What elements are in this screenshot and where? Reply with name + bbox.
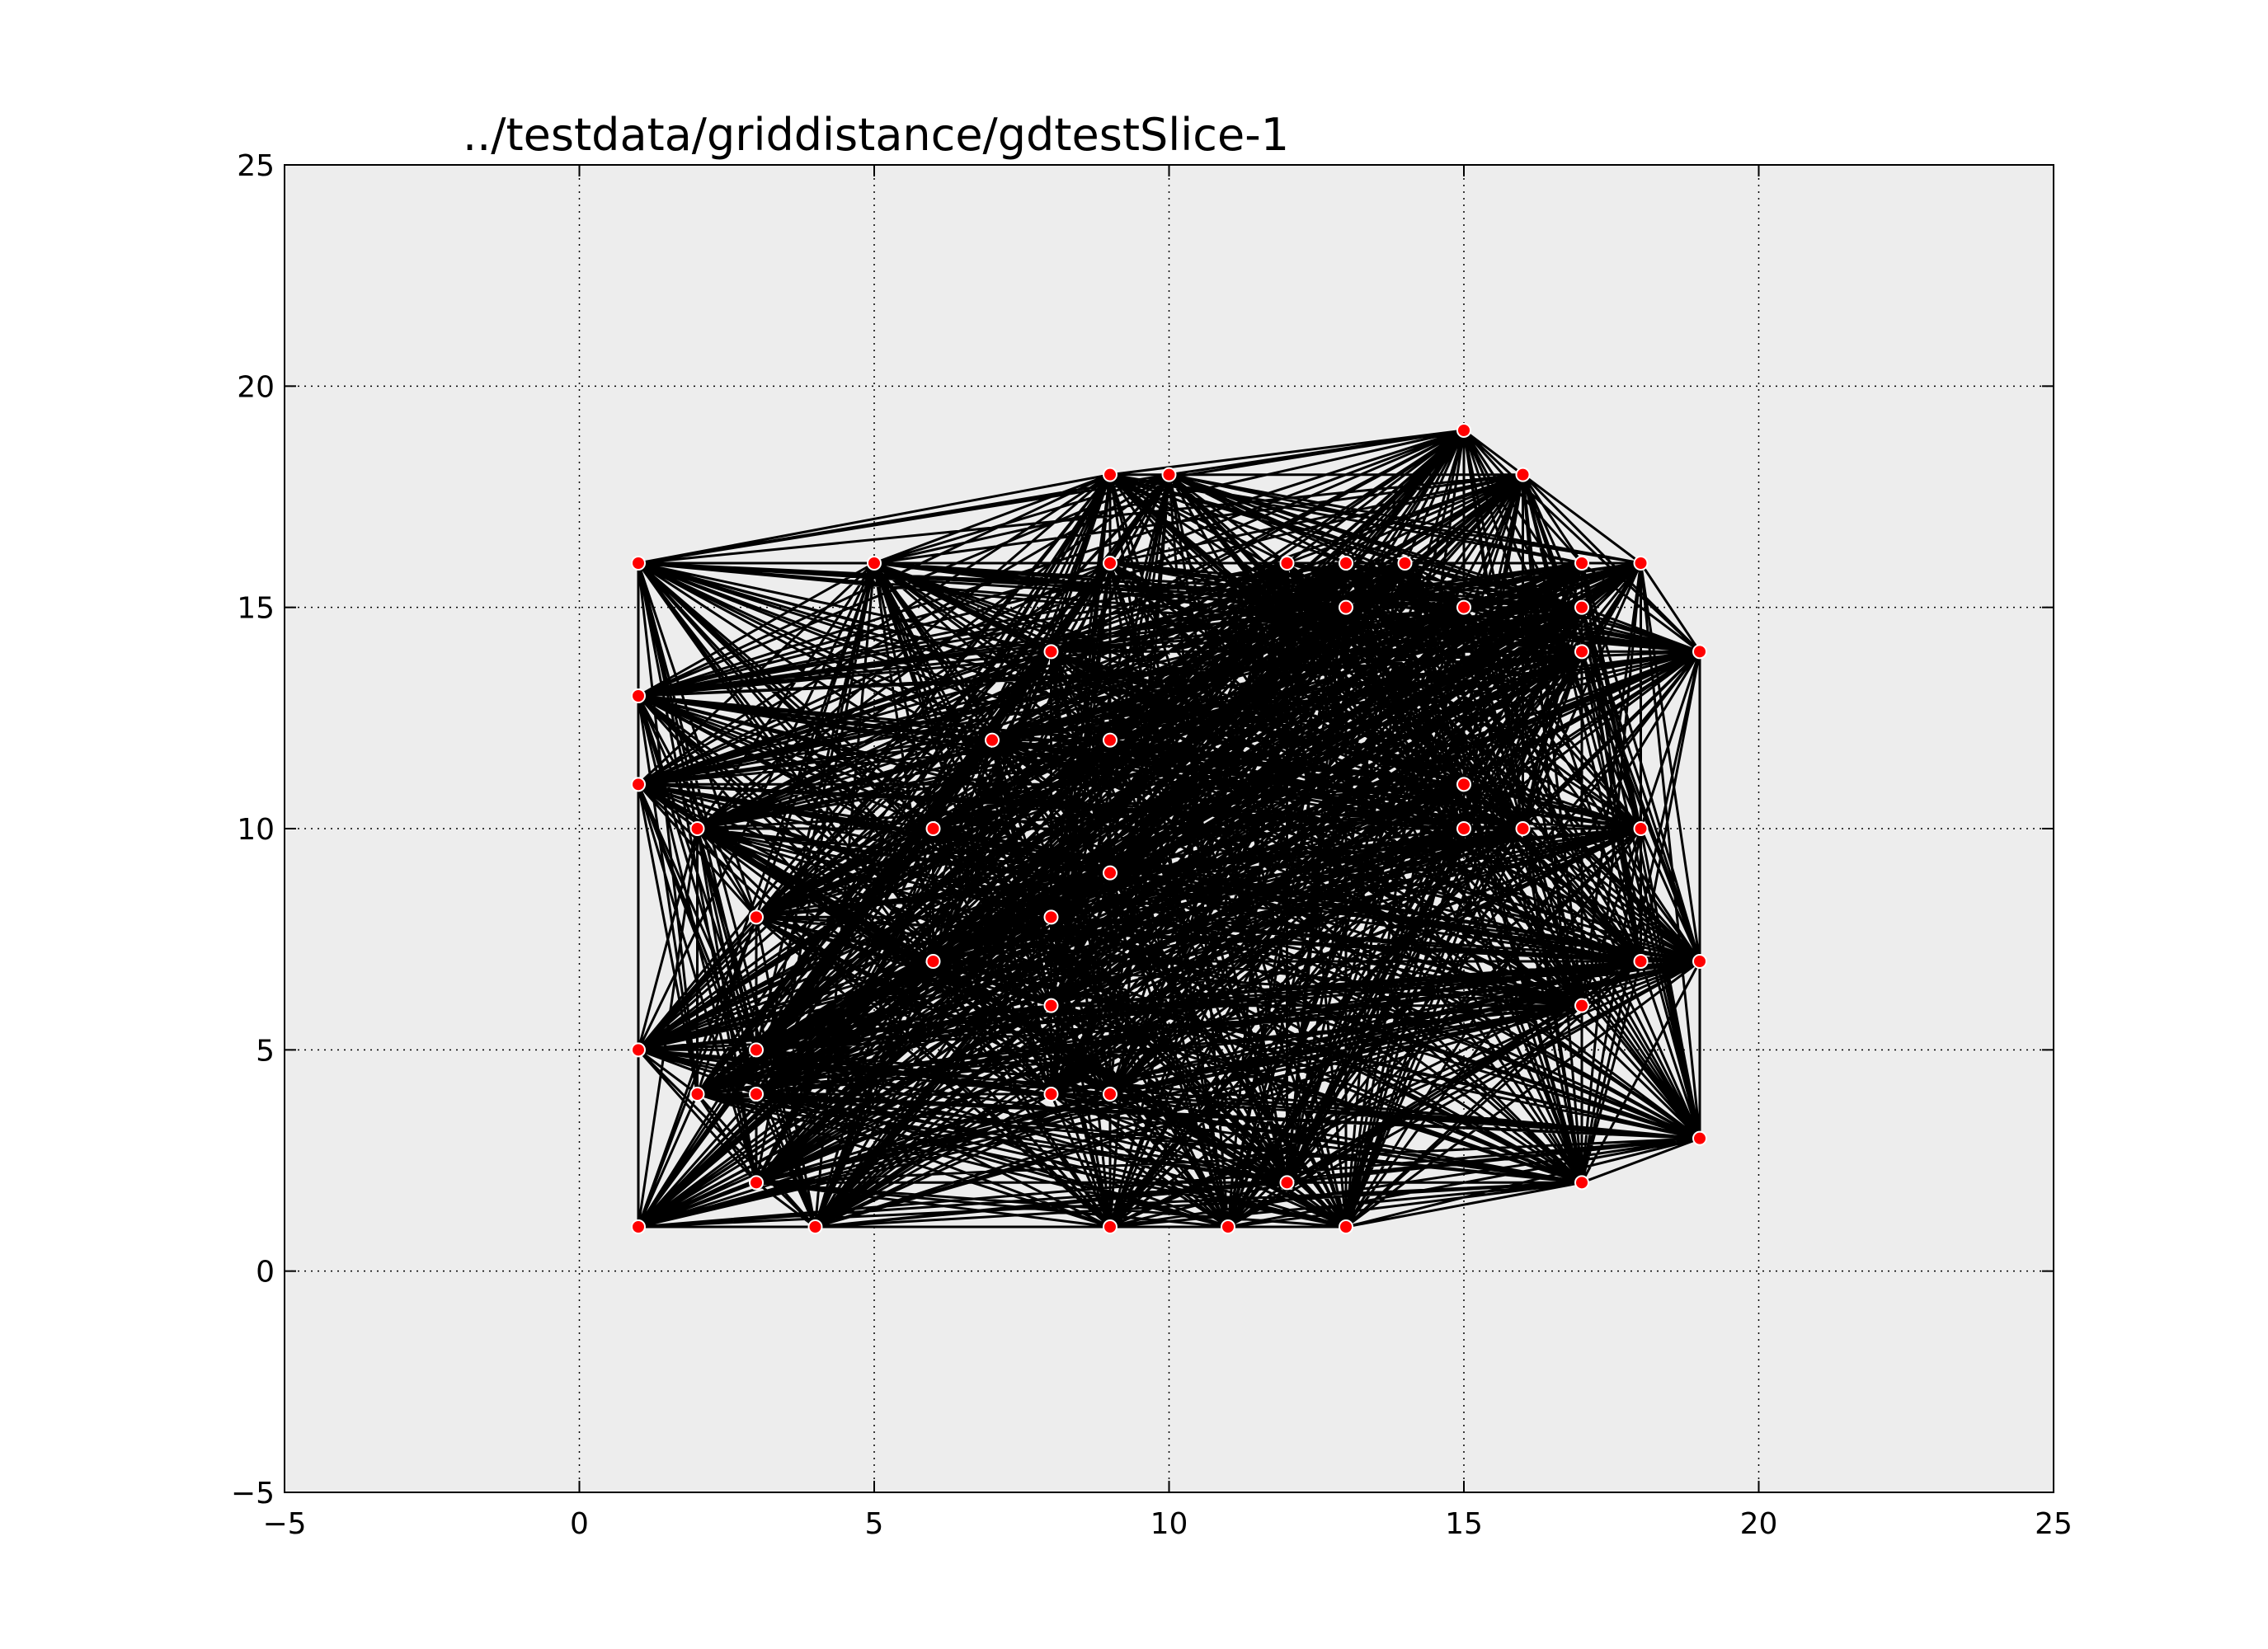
data-point xyxy=(1221,1219,1235,1234)
data-point xyxy=(1633,954,1649,969)
data-point xyxy=(1043,998,1059,1013)
data-point xyxy=(1456,599,1471,615)
data-point xyxy=(1043,1087,1059,1102)
data-point xyxy=(1043,909,1059,925)
data-point xyxy=(1456,821,1471,836)
data-point xyxy=(1574,998,1589,1013)
data-point xyxy=(1103,732,1118,748)
data-point xyxy=(1279,556,1295,571)
x-tick-label: 15 xyxy=(1445,1507,1483,1541)
data-point xyxy=(1339,1219,1353,1234)
data-point xyxy=(1574,599,1589,615)
data-point xyxy=(631,556,646,571)
y-tick-label: 0 xyxy=(256,1256,275,1290)
data-point xyxy=(1692,1130,1707,1146)
data-point xyxy=(807,1219,823,1234)
y-tick-label: 15 xyxy=(237,592,275,626)
data-point xyxy=(1103,865,1118,881)
y-tick-label: 5 xyxy=(256,1034,275,1068)
data-point xyxy=(985,732,1000,748)
data-point xyxy=(1397,556,1413,571)
data-point xyxy=(1103,467,1118,482)
data-point xyxy=(1692,644,1707,660)
y-tick-label: 20 xyxy=(237,370,275,404)
data-point xyxy=(1515,467,1531,482)
data-point xyxy=(631,1042,646,1058)
x-tick-label: 5 xyxy=(865,1507,884,1541)
data-point xyxy=(1456,423,1471,438)
data-point xyxy=(631,688,646,703)
data-point xyxy=(689,821,705,836)
data-point xyxy=(1574,1175,1589,1191)
x-tick-label: 0 xyxy=(570,1507,589,1541)
y-tick-label: −5 xyxy=(231,1477,275,1510)
x-tick-label: −5 xyxy=(262,1507,306,1541)
y-tick-label: 10 xyxy=(237,813,275,847)
data-point xyxy=(1574,556,1589,571)
x-tick-label: 10 xyxy=(1150,1507,1188,1541)
data-point xyxy=(749,1087,764,1102)
data-point xyxy=(1161,467,1177,482)
data-point xyxy=(1515,821,1531,836)
data-point xyxy=(1456,777,1471,792)
data-point xyxy=(867,556,882,571)
data-point xyxy=(1692,954,1707,969)
data-point xyxy=(749,909,764,925)
data-point xyxy=(1103,556,1118,571)
data-point xyxy=(1574,644,1589,660)
data-point xyxy=(1633,821,1649,836)
data-point xyxy=(925,821,941,836)
edges xyxy=(637,429,1701,1229)
y-tick-label: 25 xyxy=(237,149,275,183)
x-tick-label: 20 xyxy=(1740,1507,1778,1541)
data-point xyxy=(1103,1087,1118,1102)
axis-ticks: −5 0 5 10 15 20 25 −5 0 5 10 15 20 25 xyxy=(231,149,2073,1541)
data-point xyxy=(1339,556,1353,571)
data-point xyxy=(749,1175,764,1191)
data-points xyxy=(631,423,1707,1234)
data-point xyxy=(1633,556,1649,571)
data-point xyxy=(1043,644,1059,660)
data-point xyxy=(1279,1175,1295,1191)
data-point xyxy=(631,1219,646,1234)
data-point xyxy=(749,1042,764,1058)
edge-lines xyxy=(637,429,1701,1229)
data-point xyxy=(631,777,646,792)
data-point xyxy=(689,1087,705,1102)
chart-title: ../testdata/griddistance/gdtestSlice-1 xyxy=(463,109,1289,161)
data-point xyxy=(925,954,941,969)
x-tick-label: 25 xyxy=(2035,1507,2073,1541)
data-point xyxy=(1339,599,1353,615)
data-point xyxy=(1103,1219,1118,1234)
